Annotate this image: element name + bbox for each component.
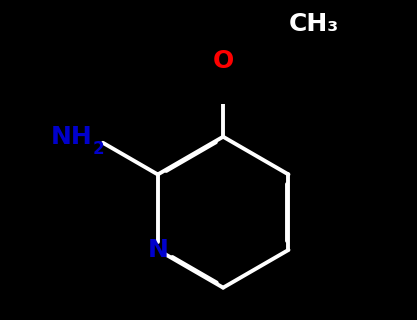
Text: NH: NH: [51, 125, 93, 149]
Text: CH₃: CH₃: [289, 12, 339, 36]
Text: 2: 2: [93, 140, 104, 158]
Text: N: N: [147, 238, 168, 262]
Text: O: O: [213, 49, 234, 73]
